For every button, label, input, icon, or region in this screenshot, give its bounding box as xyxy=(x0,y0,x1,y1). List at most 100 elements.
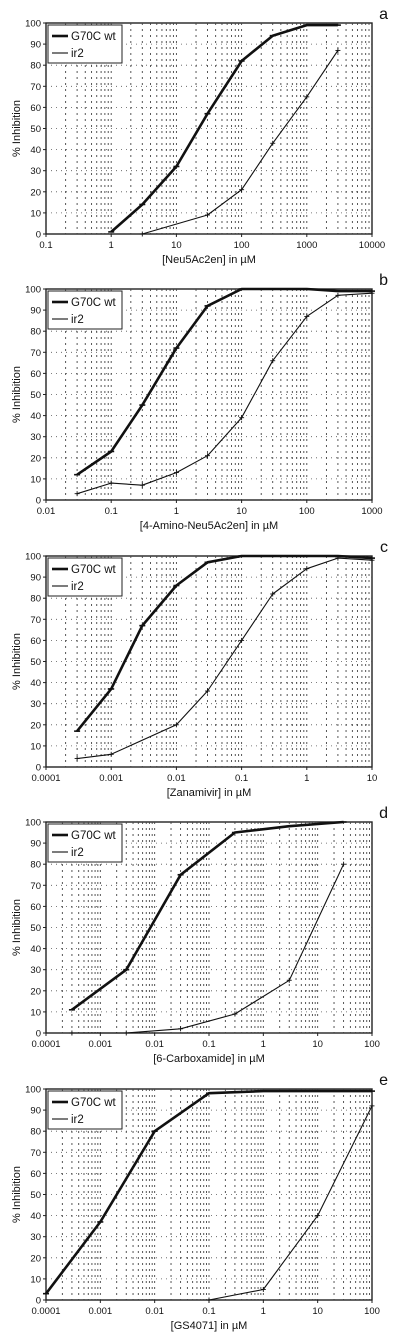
y-tick-label: 80 xyxy=(30,860,41,871)
y-tick-label: 100 xyxy=(25,19,41,30)
legend: G70C wt ir2 xyxy=(47,1090,123,1130)
y-tick-label: 0 xyxy=(36,1029,41,1040)
y-tick-label: 40 xyxy=(30,944,41,955)
series-line-ir2 xyxy=(208,1105,373,1301)
y-tick-label: 30 xyxy=(30,1232,41,1243)
y-tick-label: 40 xyxy=(30,1211,41,1222)
gridlines xyxy=(46,23,372,234)
y-tick-label: 70 xyxy=(30,348,41,359)
y-tick-label: 90 xyxy=(30,573,41,584)
x-axis-title: [Zanamivir] in µM xyxy=(167,787,252,799)
x-axis-title: [Neu5Ac2en] in µM xyxy=(162,254,256,266)
y-tick-label: 30 xyxy=(30,432,41,443)
x-tick-label: 0.001 xyxy=(88,1039,112,1050)
panel-label: b xyxy=(379,272,388,289)
legend-box xyxy=(47,290,123,330)
series-line-ir2 xyxy=(71,863,345,1034)
y-tick-label: 100 xyxy=(25,1085,41,1096)
y-tick-label: 60 xyxy=(30,103,41,114)
y-tick-label: 100 xyxy=(25,552,41,563)
x-tick-label: 0.01 xyxy=(145,1039,164,1050)
x-tick-label: 100 xyxy=(364,1306,380,1317)
x-tick-label: 0.1 xyxy=(202,1039,215,1050)
chart-panel-b: 0 10 20 30 40 50 60 70 80 90 100 0.01 0.1 1 10 100 1000 [… xyxy=(11,272,388,532)
legend: G70C wt ir2 xyxy=(47,290,123,330)
legend: G70C wt ir2 xyxy=(47,823,123,863)
legend: G70C wt ir2 xyxy=(47,24,123,64)
legend-entry: G70C wt xyxy=(71,1097,117,1109)
y-tick-label: 50 xyxy=(30,923,41,934)
x-tick-label: 1 xyxy=(109,240,114,251)
y-tick-label: 40 xyxy=(30,145,41,156)
x-tick-label: 0.1 xyxy=(235,773,248,784)
y-axis-title: % Inhibition xyxy=(11,899,23,956)
x-tick-label: 0.01 xyxy=(145,1306,164,1317)
x-tick-label: 0.001 xyxy=(99,773,123,784)
y-tick-label: 10 xyxy=(30,1274,41,1285)
y-tick-label: 50 xyxy=(30,390,41,401)
legend-box xyxy=(47,24,123,64)
y-axis-title: % Inhibition xyxy=(11,366,23,423)
y-tick-label: 70 xyxy=(30,615,41,626)
y-tick-label: 10 xyxy=(30,474,41,485)
y-tick-label: 100 xyxy=(25,818,41,829)
x-tick-label: 0.1 xyxy=(202,1306,215,1317)
x-tick-label: 1 xyxy=(174,506,179,517)
y-tick-label: 60 xyxy=(30,369,41,380)
x-tick-label: 0.001 xyxy=(88,1306,112,1317)
x-tick-label: 0.0001 xyxy=(31,1306,60,1317)
series-line-ir2 xyxy=(76,292,373,495)
series-line-wt xyxy=(71,820,344,1011)
x-tick-label: 1000 xyxy=(361,506,382,517)
y-tick-label: 80 xyxy=(30,594,41,605)
chart-panel-c: 0 10 20 30 40 50 60 70 80 90 100 0.0001 0.001 0.01 0.1… xyxy=(11,539,388,799)
legend-entry: G70C wt xyxy=(71,297,117,309)
y-tick-label: 80 xyxy=(30,1127,41,1138)
x-tick-label: 100 xyxy=(364,1039,380,1050)
y-tick-label: 100 xyxy=(25,285,41,296)
x-tick-label: 10 xyxy=(236,506,247,517)
y-tick-label: 70 xyxy=(30,82,41,93)
legend-box xyxy=(47,1090,123,1130)
y-tick-label: 40 xyxy=(30,678,41,689)
y-tick-label: 60 xyxy=(30,902,41,913)
y-tick-label: 80 xyxy=(30,61,41,72)
x-tick-label: 10 xyxy=(312,1039,323,1050)
y-tick-label: 30 xyxy=(30,965,41,976)
x-axis-title: [6-Carboxamide] in µM xyxy=(153,1053,265,1065)
legend-entry: G70C wt xyxy=(71,564,117,576)
y-tick-label: 10 xyxy=(30,1007,41,1018)
y-tick-label: 50 xyxy=(30,657,41,668)
y-tick-label: 40 xyxy=(30,411,41,422)
y-tick-label: 10 xyxy=(30,741,41,752)
legend-entry: ir2 xyxy=(71,1114,84,1126)
y-tick-label: 90 xyxy=(30,306,41,317)
x-tick-label: 10 xyxy=(312,1306,323,1317)
x-axis-title: [GS4071] in µM xyxy=(171,1320,248,1332)
x-tick-label: 0.0001 xyxy=(31,1039,60,1050)
y-tick-label: 30 xyxy=(30,699,41,710)
x-tick-label: 100 xyxy=(234,240,250,251)
panel-label: e xyxy=(379,1072,388,1089)
panel-label: c xyxy=(380,539,388,556)
x-tick-label: 1 xyxy=(304,773,309,784)
legend-entry: ir2 xyxy=(71,847,84,859)
y-tick-label: 20 xyxy=(30,187,41,198)
y-tick-label: 80 xyxy=(30,327,41,338)
series-line-wt xyxy=(110,23,338,233)
x-tick-label: 0.0001 xyxy=(31,773,60,784)
legend-entry: ir2 xyxy=(71,581,84,593)
x-tick-label: 0.1 xyxy=(39,240,52,251)
series-line-ir2 xyxy=(142,50,339,235)
y-tick-label: 0 xyxy=(36,496,41,507)
y-tick-label: 60 xyxy=(30,1169,41,1180)
x-tick-label: 10000 xyxy=(359,240,385,251)
x-tick-label: 0.01 xyxy=(167,773,186,784)
x-tick-label: 1 xyxy=(261,1306,266,1317)
y-axis-title: % Inhibition xyxy=(11,633,23,690)
legend-entry: G70C wt xyxy=(71,31,117,43)
y-tick-label: 60 xyxy=(30,636,41,647)
chart-panel-e: 0 10 20 30 40 50 60 70 80 90 100 0.0001 0.001 0.01 0.1… xyxy=(11,1072,388,1332)
y-tick-label: 0 xyxy=(36,230,41,241)
